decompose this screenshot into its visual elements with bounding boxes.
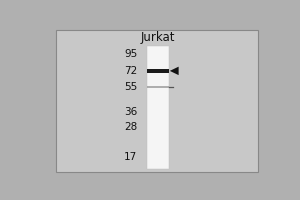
Text: 95: 95 [124,49,137,59]
Bar [147,46,169,169]
Text: Jurkat: Jurkat [141,31,175,44]
Text: 72: 72 [124,66,137,76]
Polygon shape [170,67,178,75]
Bar [147,86,169,88]
Text: 36: 36 [124,107,137,117]
Text: 17: 17 [124,152,137,162]
Bar [56,30,258,172]
Text: 28: 28 [124,122,137,132]
Bar [147,69,169,73]
Text: 55: 55 [124,82,137,92]
